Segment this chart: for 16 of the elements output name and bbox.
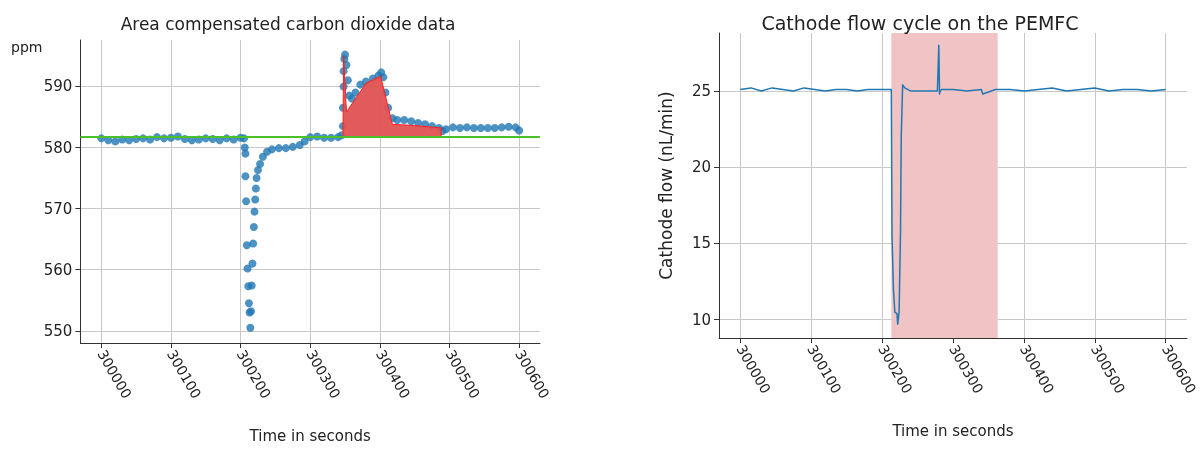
y-tick-label: 15 (691, 234, 711, 253)
chart-title: Area compensated carbon dioxide data (120, 13, 456, 34)
x-axis-title: Time in seconds (891, 421, 1014, 440)
y-tick-label: 20 (691, 158, 711, 177)
y-tick-label: 560 (43, 260, 73, 279)
line-series (739, 44, 1167, 326)
x-axis-title: Time in seconds (248, 426, 371, 445)
y-tick-label: 25 (691, 81, 711, 100)
y-tick-label: 570 (43, 199, 73, 218)
y-tick-label: 590 (43, 77, 73, 96)
y-axis-title: Cathode flow (nL/min) (655, 91, 676, 280)
y-axis-title: ppm (10, 39, 43, 55)
y-tick-label: 580 (43, 138, 73, 157)
chart-title: Cathode flow cycle on the PEMFC (761, 11, 1079, 34)
y-tick-label: 10 (691, 310, 711, 329)
y-tick-label: 550 (43, 321, 73, 340)
